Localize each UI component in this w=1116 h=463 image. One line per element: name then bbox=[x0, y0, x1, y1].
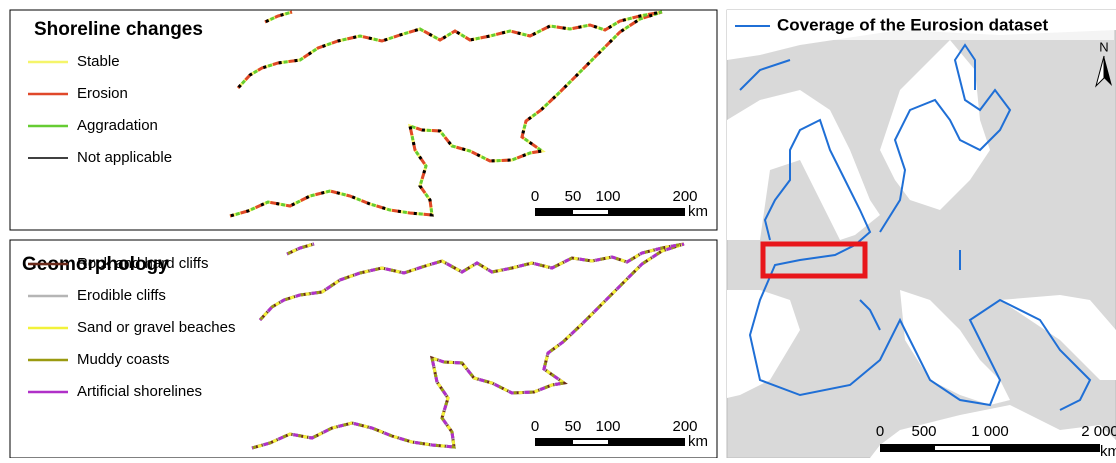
scale-label: 0 bbox=[876, 423, 884, 440]
title-bg bbox=[730, 12, 1114, 40]
scale-label: 500 bbox=[911, 423, 936, 440]
north-arrow bbox=[1104, 56, 1112, 86]
legend-label: Erosion bbox=[77, 85, 128, 102]
panel-frame bbox=[9, 239, 718, 459]
legend-label: Not applicable bbox=[77, 149, 172, 166]
legend-label: Rock and hard cliffs bbox=[77, 255, 208, 272]
scale-label: 100 bbox=[595, 418, 620, 435]
scale-label: 50 bbox=[565, 188, 582, 205]
scale-label: 0 bbox=[531, 188, 539, 205]
scale-label: 0 bbox=[531, 418, 539, 435]
legend-label: Aggradation bbox=[77, 117, 158, 134]
legend-label: Erodible cliffs bbox=[77, 287, 166, 304]
map-title: Coverage of the Eurosion dataset bbox=[777, 15, 1048, 34]
scale-label: 200 bbox=[672, 418, 697, 435]
scale-bar bbox=[535, 438, 685, 446]
legend-label: Muddy coasts bbox=[77, 351, 170, 368]
scale-unit: km bbox=[1100, 443, 1116, 458]
scale-bar bbox=[573, 440, 608, 444]
panel-title: Geomorphology bbox=[22, 254, 169, 275]
europe-map bbox=[726, 9, 1116, 459]
scale-label: 1 000 bbox=[971, 423, 1009, 440]
scale-bar bbox=[535, 208, 685, 216]
north-label: N bbox=[1099, 39, 1108, 54]
panel-title: Shoreline changes bbox=[34, 19, 203, 40]
study-area-box bbox=[760, 241, 868, 279]
scale-unit: km bbox=[688, 433, 708, 450]
panel-frame bbox=[9, 9, 718, 231]
scale-unit: km bbox=[688, 203, 708, 220]
scale-bar bbox=[573, 210, 608, 214]
scale-label: 200 bbox=[672, 188, 697, 205]
scale-bar bbox=[935, 446, 990, 450]
scale-label: 100 bbox=[595, 188, 620, 205]
legend-label: Sand or gravel beaches bbox=[77, 319, 235, 336]
legend-label: Stable bbox=[77, 53, 120, 70]
legend-label: Artificial shorelines bbox=[77, 383, 202, 400]
scale-label: 2 000 bbox=[1081, 423, 1116, 440]
scale-label: 50 bbox=[565, 418, 582, 435]
